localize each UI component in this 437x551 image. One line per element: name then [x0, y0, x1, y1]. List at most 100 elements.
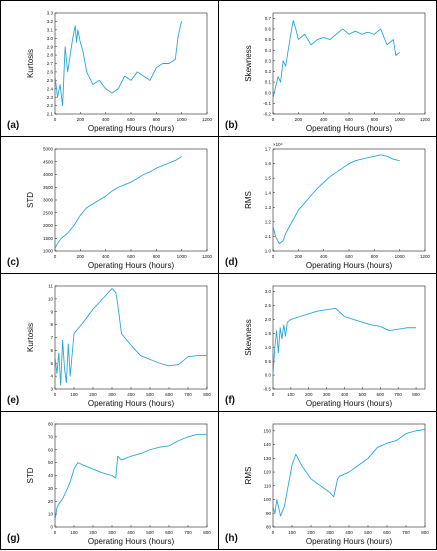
chart-3-ytick-label-0: 1.0 — [265, 249, 272, 254]
chart-5-ytick-label-4: 1.5 — [265, 331, 272, 336]
chart-1-xtick-label-2: 400 — [320, 117, 328, 122]
chart-5-ylabel: Skewness — [244, 319, 253, 355]
chart-5-ytick-label-6: 2.5 — [265, 303, 272, 308]
chart-0-xlabel: Operating Hours (hours) — [88, 124, 175, 133]
chart-6-ytick-label-8: 80 — [48, 422, 54, 427]
chart-7-ytick-label-5: 130 — [263, 456, 271, 461]
chart-5-series-line — [272, 307, 417, 376]
chart-0-ytick-label-12: 3.3 — [47, 11, 54, 16]
chart-5-xtick-label-7: 700 — [394, 392, 402, 397]
chart-5-ytick-label-5: 2.0 — [265, 317, 272, 322]
chart-4-plot-area — [54, 285, 208, 390]
chart-3-ytick-label-2: 1.2 — [265, 219, 272, 224]
chart-4-ytick-label-1: 4 — [50, 374, 53, 379]
chart-2-ytick-label-6: 4000 — [43, 172, 54, 177]
chart-4-ytick-label-6: 9 — [50, 309, 53, 314]
chart-5-xtick-label-3: 300 — [323, 392, 331, 397]
panel-label-e: (e) — [7, 395, 20, 406]
chart-1-ytick-label-6: 0.4 — [265, 48, 272, 53]
chart-2-ytick-label-7: 4500 — [43, 159, 54, 164]
chart-a: 0 200 400 600 800 1000 1200 2.1 2.2 2.3 2.4 2.5 2.6 2… — [26, 11, 213, 133]
chart-2-series-line — [54, 156, 182, 249]
chart-3-plot-area — [272, 148, 426, 252]
chart-6-ytick-label-7: 70 — [48, 434, 54, 439]
panel-d: 0 200 400 600 800 1000 1200 1.0 1.1 1.2 1.3 1.4 1.5 1… — [218, 136, 437, 274]
chart-4-xtick-label-3: 300 — [108, 392, 116, 397]
chart-0-plot-area — [54, 12, 208, 115]
chart-7-xtick-label-1: 100 — [288, 530, 296, 535]
chart-7-xtick-label-8: 800 — [421, 530, 429, 535]
chart-5-xtick-label-8: 800 — [412, 392, 420, 397]
chart-3-ytick-label-5: 1.5 — [265, 176, 272, 181]
chart-6-ytick-label-4: 40 — [48, 473, 54, 478]
chart-5-ytick-label-0: -0.5 — [263, 387, 271, 392]
chart-6-xtick-label-2: 200 — [89, 530, 97, 535]
chart-3-series-line — [272, 154, 400, 245]
chart-3-xtick-label-1: 200 — [295, 254, 303, 259]
chart-7-ytick-label-4: 120 — [263, 470, 271, 475]
chart-4-series-line — [54, 288, 207, 386]
chart-b: 0 200 400 600 800 1000 1200 -0.2 -0.1 0.0 0.1 0.2 0.… — [244, 12, 431, 133]
chart-0-series-line — [54, 21, 183, 107]
chart-5-ytick-label-3: 1.0 — [265, 345, 272, 350]
panel-label-g: (g) — [7, 533, 20, 544]
chart-2-ytick-label-3: 2500 — [43, 210, 54, 215]
chart-6-xtick-label-6: 600 — [165, 530, 173, 535]
chart-0-ytick-label-4: 2.5 — [47, 78, 54, 83]
chart-1-xtick-label-1: 200 — [295, 117, 303, 122]
chart-5-xtick-label-2: 200 — [305, 392, 313, 397]
chart-6-ytick-label-0: 0 — [50, 525, 53, 530]
chart-6-ytick-label-6: 60 — [48, 447, 54, 452]
chart-2-ytick-label-0: 1000 — [43, 249, 54, 254]
chart-3-ytick-label-6: 1.6 — [265, 161, 272, 166]
chart-7-ytick-label-7: 150 — [263, 428, 271, 433]
chart-6-ylabel: STD — [26, 467, 35, 483]
chart-5-xtick-label-0: 0 — [272, 392, 275, 397]
chart-6-xtick-label-4: 400 — [127, 530, 135, 535]
panel-f: 0 100 200 300 400 500 600 700 800 -0.5 0.0 0.5 1.0 1.… — [218, 273, 437, 412]
chart-1-xlabel: Operating Hours (hours) — [306, 124, 393, 133]
chart-1-ytick-label-8: 0.6 — [265, 27, 272, 32]
chart-5-ytick-label-1: 0.0 — [265, 373, 272, 378]
chart-g: 0 100 200 300 400 500 600 700 800 0 10 20 30 40 50 60 70… — [26, 422, 211, 546]
chart-0-xtick-label-2: 400 — [102, 117, 110, 122]
chart-5-plot-area — [272, 285, 426, 390]
panel-h: 0 100 200 300 400 500 600 700 800 80 90 100 110 120 13… — [218, 411, 437, 550]
chart-1-xtick-label-5: 1000 — [395, 117, 406, 122]
chart-h: 0 100 200 300 400 500 600 700 800 80 90 100 110 120 13… — [244, 423, 429, 546]
chart-2-ytick-label-4: 3000 — [43, 198, 54, 203]
chart-4-xtick-label-2: 200 — [89, 392, 97, 397]
chart-2-plot-area — [54, 148, 208, 252]
chart-3-ytick-label-1: 1.1 — [265, 234, 272, 239]
chart-4-ytick-label-5: 8 — [50, 322, 53, 327]
chart-2-xtick-label-0: 0 — [54, 254, 57, 259]
chart-0-ytick-label-3: 2.4 — [47, 86, 54, 91]
chart-3-xtick-label-3: 600 — [345, 254, 353, 259]
chart-0-xtick-label-3: 600 — [127, 117, 135, 122]
chart-5-ytick-label-7: 3.0 — [265, 289, 272, 294]
panel-label-d: (d) — [225, 257, 238, 268]
chart-7-xtick-label-2: 200 — [307, 530, 315, 535]
chart-7-xlabel: Operating Hours (hours) — [306, 537, 393, 546]
chart-6-ytick-label-2: 20 — [48, 499, 54, 504]
panel-label-a: (a) — [7, 120, 20, 131]
chart-2-ytick-label-8: 5000 — [43, 147, 54, 152]
chart-5-xtick-label-1: 100 — [287, 392, 295, 397]
chart-1-xtick-label-4: 800 — [371, 117, 379, 122]
chart-0-xtick-label-6: 1200 — [202, 117, 213, 122]
chart-4-ytick-label-3: 6 — [50, 348, 53, 353]
chart-0-xtick-label-5: 1000 — [177, 117, 188, 122]
chart-0-ytick-label-9: 3.0 — [47, 36, 54, 41]
chart-3-y-exponent: ×10⁴ — [273, 142, 283, 147]
chart-2-ytick-label-5: 3500 — [43, 185, 54, 190]
chart-0-ytick-label-5: 2.6 — [47, 70, 54, 75]
chart-7-ytick-label-1: 90 — [266, 511, 272, 516]
chart-3-xtick-label-5: 1000 — [395, 254, 406, 259]
chart-1-ytick-label-0: -0.2 — [263, 112, 271, 117]
chart-1-ytick-label-4: 0.2 — [265, 69, 272, 74]
chart-1-ytick-label-9: 0.7 — [265, 16, 272, 21]
chart-3-ytick-label-4: 1.4 — [265, 190, 272, 195]
chart-f: 0 100 200 300 400 500 600 700 800 -0.5 0.0 0.5 1.0 1.… — [244, 285, 426, 408]
chart-6-xtick-label-1: 100 — [70, 530, 78, 535]
chart-4-xtick-label-4: 400 — [127, 392, 135, 397]
